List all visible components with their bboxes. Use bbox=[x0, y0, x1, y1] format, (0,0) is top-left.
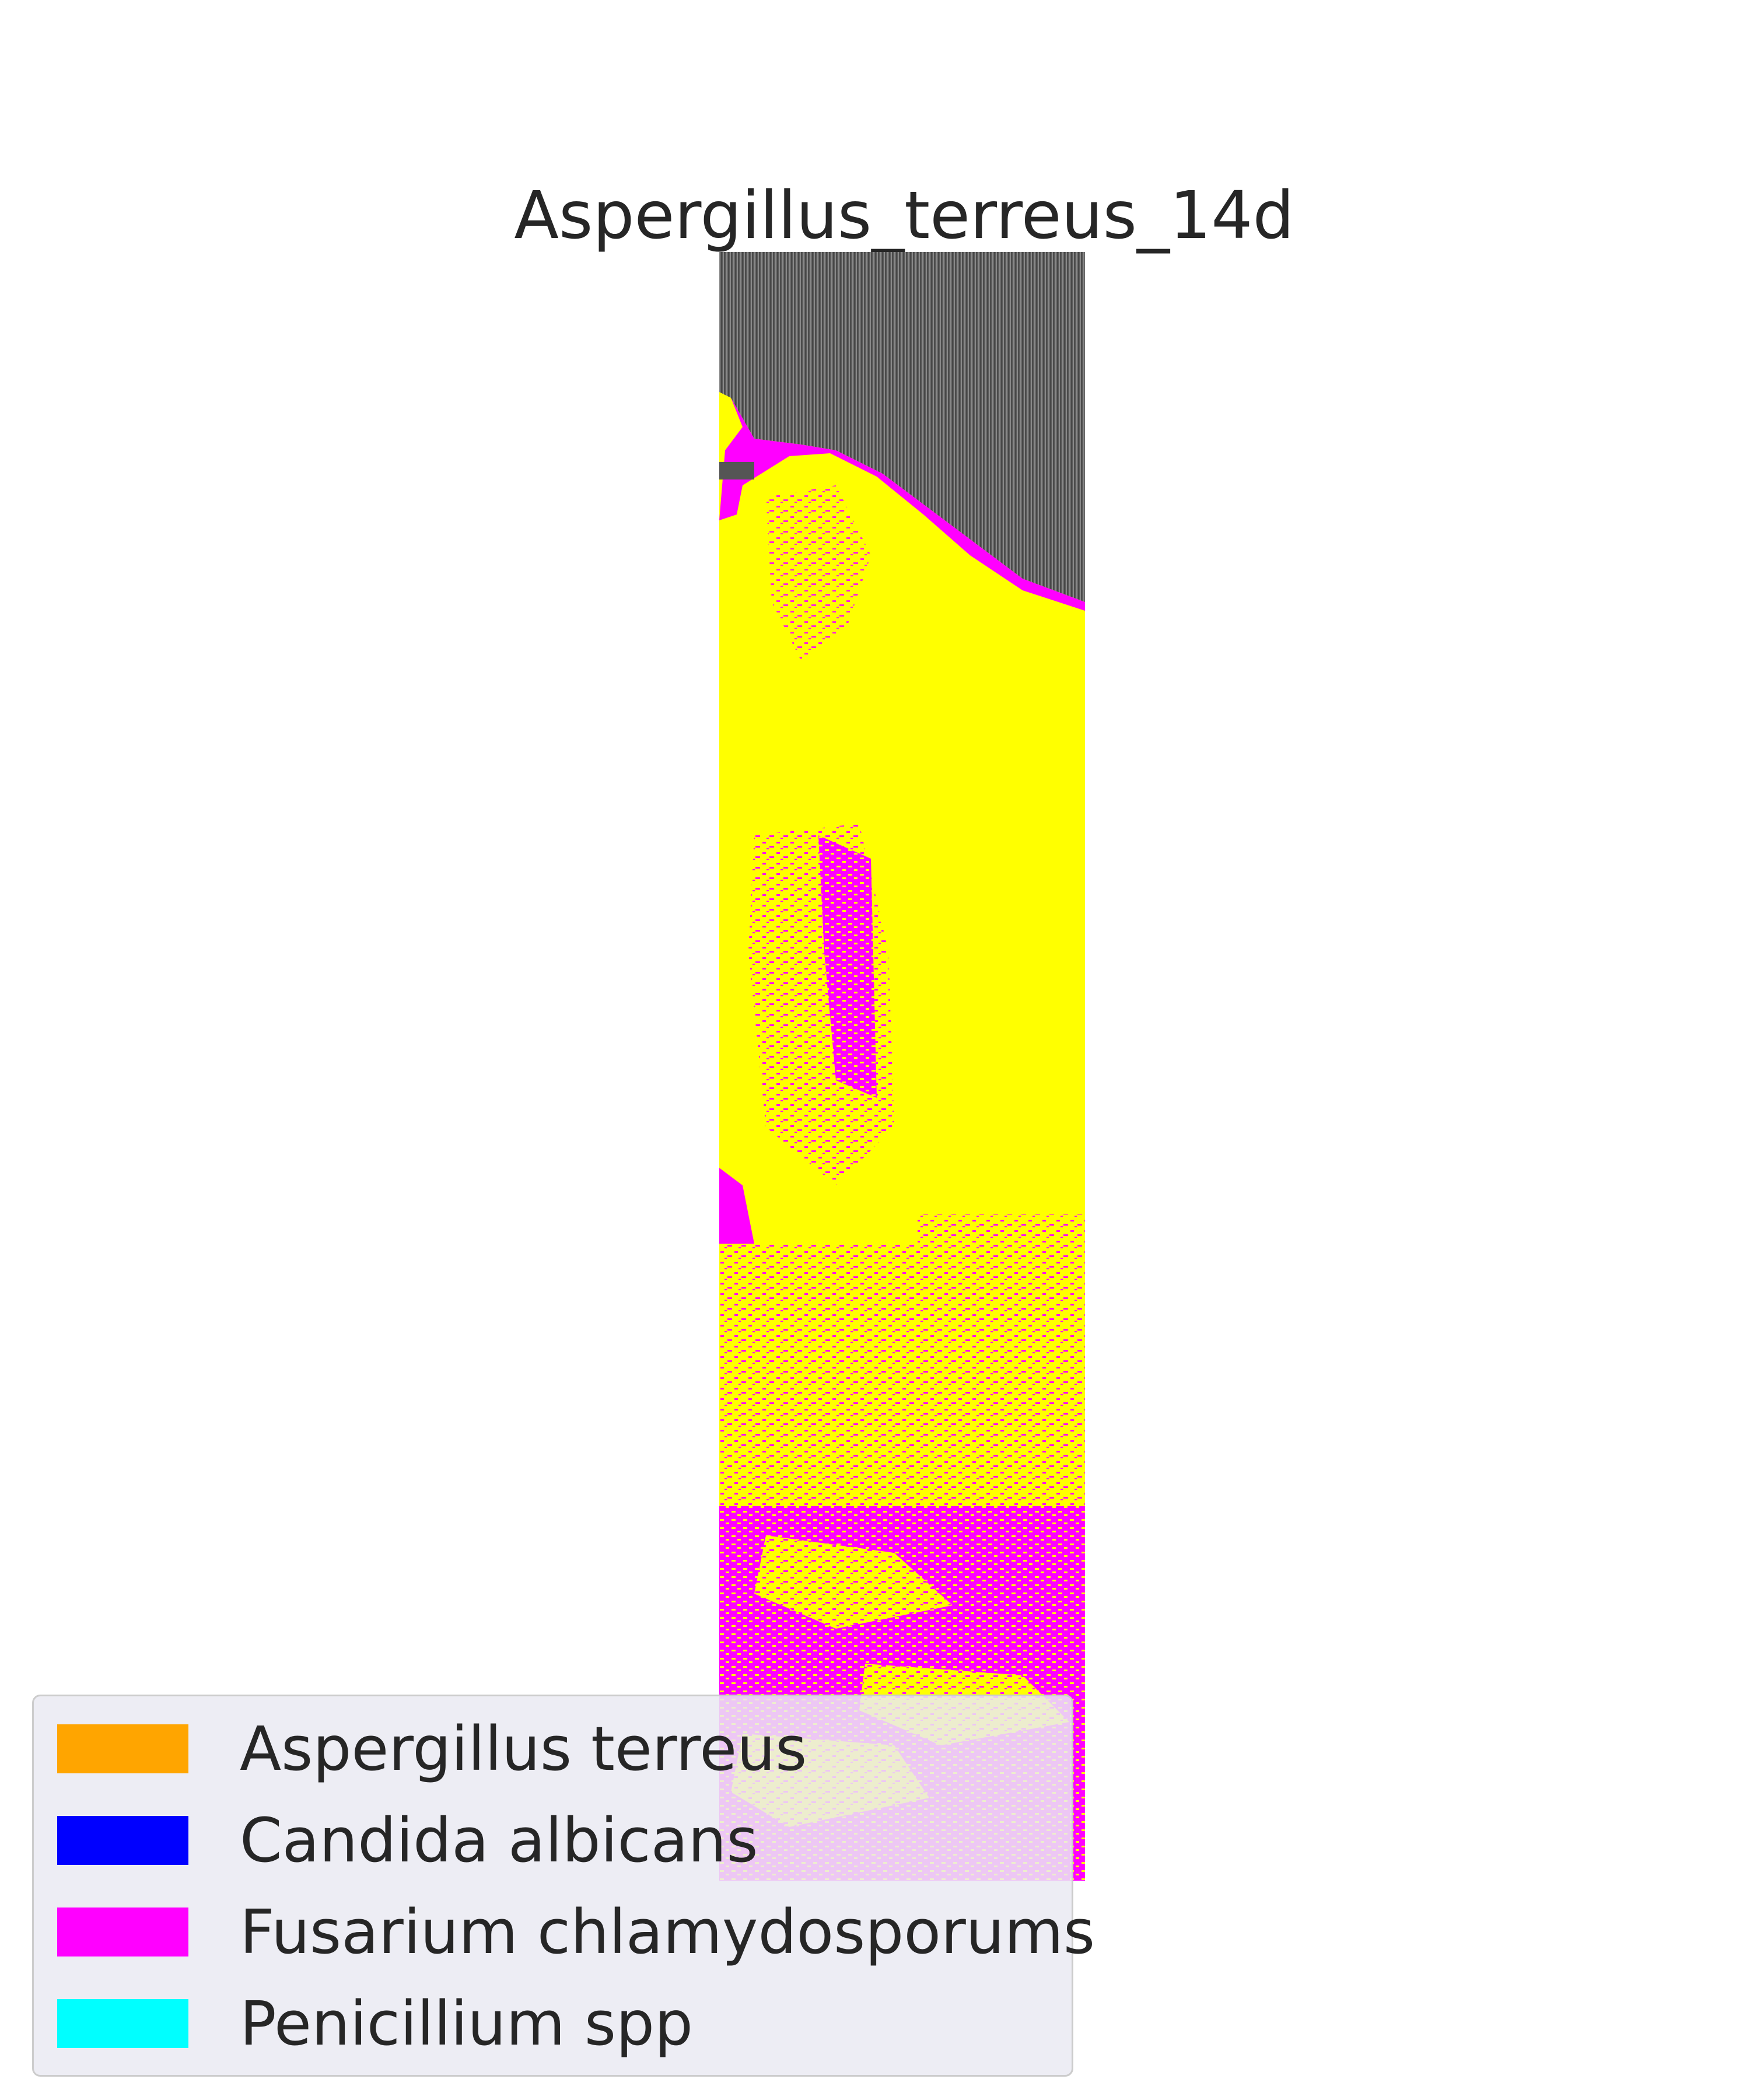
legend-label: Fusarium chlamydosporums bbox=[240, 1896, 1096, 1968]
legend-label: Candida albicans bbox=[240, 1805, 758, 1876]
legend-item-fusarium-chlamydosporums: Fusarium chlamydosporums bbox=[57, 1888, 1095, 1976]
legend-item-penicillium-spp: Penicillium spp bbox=[57, 1980, 1049, 2067]
legend-label: Aspergillus terreus bbox=[240, 1713, 807, 1784]
legend-item-candida-albicans: Candida albicans bbox=[57, 1797, 1049, 1884]
legend-label: Penicillium spp bbox=[240, 1988, 694, 2059]
magenta-boundary bbox=[719, 392, 1085, 611]
classification-map-image bbox=[719, 252, 1085, 1881]
legend: Aspergillus terreus Candida albicans Fus… bbox=[32, 1695, 1095, 2077]
speckle-bottom-1 bbox=[754, 1535, 953, 1629]
dark-patch-top bbox=[719, 462, 754, 480]
speckle-area-1 bbox=[766, 485, 871, 660]
figure-title: Aspergillus_terreus_14d bbox=[514, 178, 1294, 254]
magenta-streak-center bbox=[818, 835, 877, 1098]
legend-swatch bbox=[57, 1908, 188, 1957]
legend-swatch bbox=[57, 1724, 188, 1773]
speckle-right bbox=[918, 1214, 1085, 1360]
legend-swatch bbox=[57, 1816, 188, 1865]
legend-swatch bbox=[57, 1999, 188, 2048]
legend-item-aspergillus-terreus: Aspergillus terreus bbox=[57, 1705, 1049, 1793]
classification-map-svg bbox=[719, 252, 1085, 1881]
